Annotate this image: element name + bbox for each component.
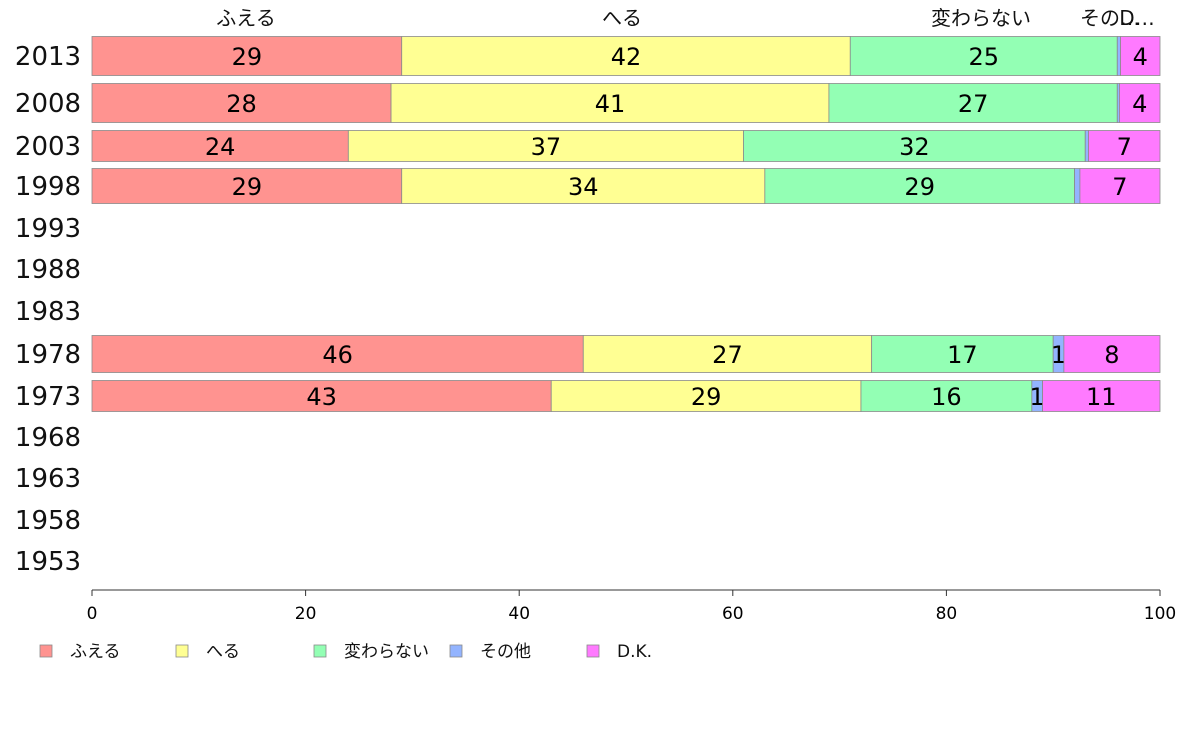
bar-value-label: 24 [205,133,236,161]
bar-segment [550,380,862,412]
legend-label: その他 [480,642,531,662]
bar-value-label: 29 [691,383,722,411]
legend-swatch [175,644,189,658]
legend-label: ふえる [70,642,121,662]
bar-segment [91,130,349,162]
top-series-label: へる [602,6,642,30]
bar-segment [347,130,744,162]
x-tick-label: 0 [87,604,98,624]
bar-value-label: 42 [611,43,642,71]
bar-segment [91,380,552,412]
legend-swatch [449,644,463,658]
bar-segment [1084,130,1089,162]
year-label: 1968 [15,423,81,453]
legend-swatch [313,644,327,658]
bar-segment [1120,36,1161,76]
year-label: 1963 [15,464,81,494]
bar-segment [1063,335,1161,373]
bar-value-label: 27 [712,341,743,369]
bar-value-label: 1 [1030,383,1045,411]
year-label: 1988 [15,255,81,285]
bar-value-label: 32 [899,133,930,161]
year-label: 1983 [15,297,81,327]
bar-segment [91,335,584,373]
bar-value-label: 7 [1117,133,1132,161]
year-label: 1973 [15,382,81,412]
year-label: 1978 [15,340,81,370]
year-label: 2008 [15,89,81,119]
bar-value-label: 1 [1051,341,1066,369]
legend-swatch [39,644,53,658]
top-series-label: D… [1119,6,1154,30]
legend-swatch [586,644,600,658]
year-label: 2003 [15,132,81,162]
top-series-labels: ふえる へる 変わらない その…D… [216,6,1154,30]
bar-value-label: 43 [306,383,337,411]
x-axis: 0 20 40 60 80 100 [87,589,1176,624]
bar-value-label: 27 [958,90,989,118]
year-label: 1953 [15,547,81,577]
bar-segment [743,130,1086,162]
legend-label: D.K. [617,642,652,662]
bar-value-label: 4 [1133,43,1148,71]
bar-value-label: 17 [947,341,978,369]
year-label: 1958 [15,506,81,536]
bar-segment [582,335,873,373]
bar-value-label: 28 [226,90,257,118]
year-label: 1998 [15,172,81,202]
bar-segment [1088,130,1161,162]
bar-segment [828,83,1118,123]
bar-segment [390,83,830,123]
bar-segment [91,83,392,123]
bar-value-label: 11 [1086,383,1117,411]
legend-label: 変わらない [344,642,429,662]
bar-value-label: 25 [969,43,1000,71]
bar-value-label: 4 [1132,90,1147,118]
x-tick-label: 40 [508,604,530,624]
bar-segment [1042,380,1161,412]
year-label: 1993 [15,214,81,244]
bar-segment [91,36,403,76]
top-series-label: その… [1080,6,1140,30]
bar-segment [1119,83,1161,123]
x-tick-label: 20 [295,604,317,624]
top-series-label: 変わらない [931,6,1031,30]
bar-value-label: 7 [1112,173,1127,201]
legend-label: へる [206,642,240,662]
top-series-label: ふえる [216,6,275,30]
bar-segment [1074,168,1081,204]
x-tick-label: 60 [722,604,744,624]
x-tick-label: 100 [1144,604,1176,624]
bar-segment [1079,168,1161,204]
bars: 29 42 25 4 28 41 27 4 24 37 32 7 29 34 29 7 46 27 17 1 8 43 29… [91,36,1161,412]
legend: ふえる へる 変わらない その他 D.K. [39,642,652,662]
bar-value-label: 37 [531,133,562,161]
bar-segment [871,335,1054,373]
bar-segment [401,168,766,204]
year-label: 2013 [15,42,81,72]
bar-segment [764,168,1075,204]
bar-value-label: 41 [595,90,626,118]
bar-value-label: 29 [232,173,263,201]
bar-segment [849,36,1118,76]
bar-segment [401,36,851,76]
bar-value-label: 16 [931,383,962,411]
bar-value-label: 46 [322,341,353,369]
x-tick-label: 80 [936,604,958,624]
bar-value-label: 34 [568,173,599,201]
bar-value-label: 29 [232,43,263,71]
bar-segment [860,380,1033,412]
bar-value-label: 8 [1104,341,1119,369]
bar-value-label: 29 [904,173,935,201]
bar-segment [1116,36,1121,76]
